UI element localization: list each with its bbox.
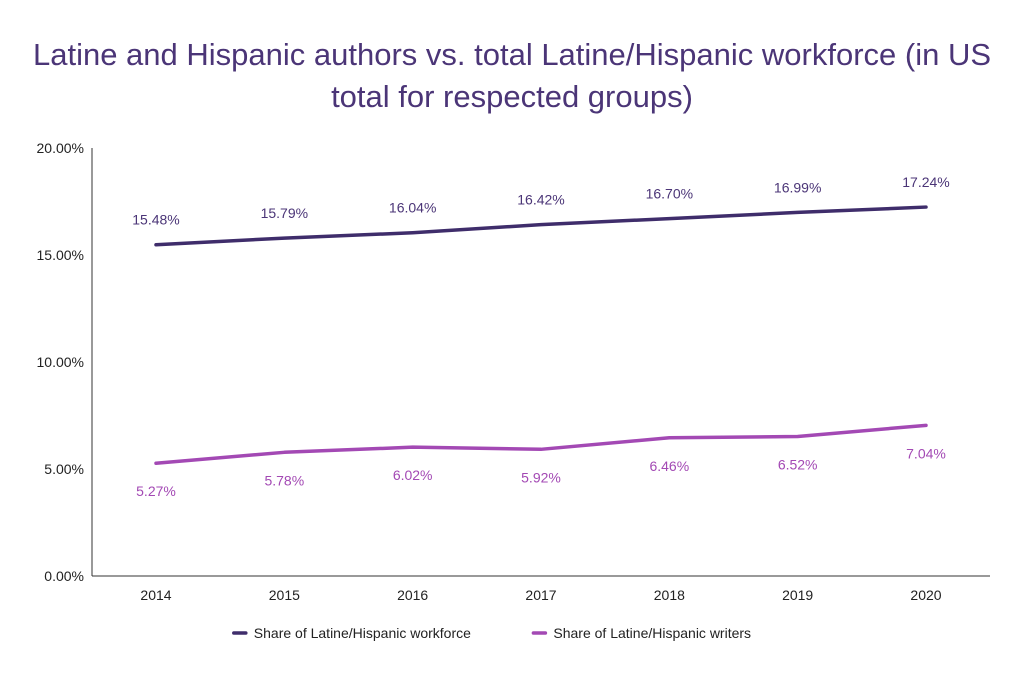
legend-label: Share of Latine/Hispanic writers [553,625,751,641]
data-label: 16.70% [646,186,693,202]
data-label: 16.42% [517,192,564,208]
y-tick-label: 5.00% [44,461,84,477]
data-label: 15.48% [132,212,179,228]
y-tick-label: 15.00% [37,247,84,263]
data-label: 5.27% [136,483,176,499]
x-tick-label: 2018 [654,587,685,603]
x-tick-label: 2019 [782,587,813,603]
chart-title: Latine and Hispanic authors vs. total La… [32,37,992,114]
y-tick-label: 0.00% [44,568,84,584]
x-tick-label: 2016 [397,587,428,603]
data-label: 6.52% [778,456,818,472]
data-label: 17.24% [902,174,949,190]
data-label: 6.02% [393,467,433,483]
data-label: 16.99% [774,179,821,195]
data-label: 16.04% [389,200,436,216]
data-label: 5.92% [521,469,561,485]
x-tick-label: 2014 [140,587,171,603]
data-label: 6.46% [649,458,689,474]
y-tick-label: 20.00% [37,140,84,156]
series-line-1 [154,423,928,465]
series-line-0 [154,205,928,247]
y-tick-label: 10.00% [37,354,84,370]
data-label: 15.79% [261,205,308,221]
x-tick-label: 2020 [910,587,941,603]
data-label: 5.78% [264,472,304,488]
legend-label: Share of Latine/Hispanic workforce [254,625,471,641]
data-label: 7.04% [906,445,946,461]
x-tick-label: 2017 [525,587,556,603]
x-tick-label: 2015 [269,587,300,603]
